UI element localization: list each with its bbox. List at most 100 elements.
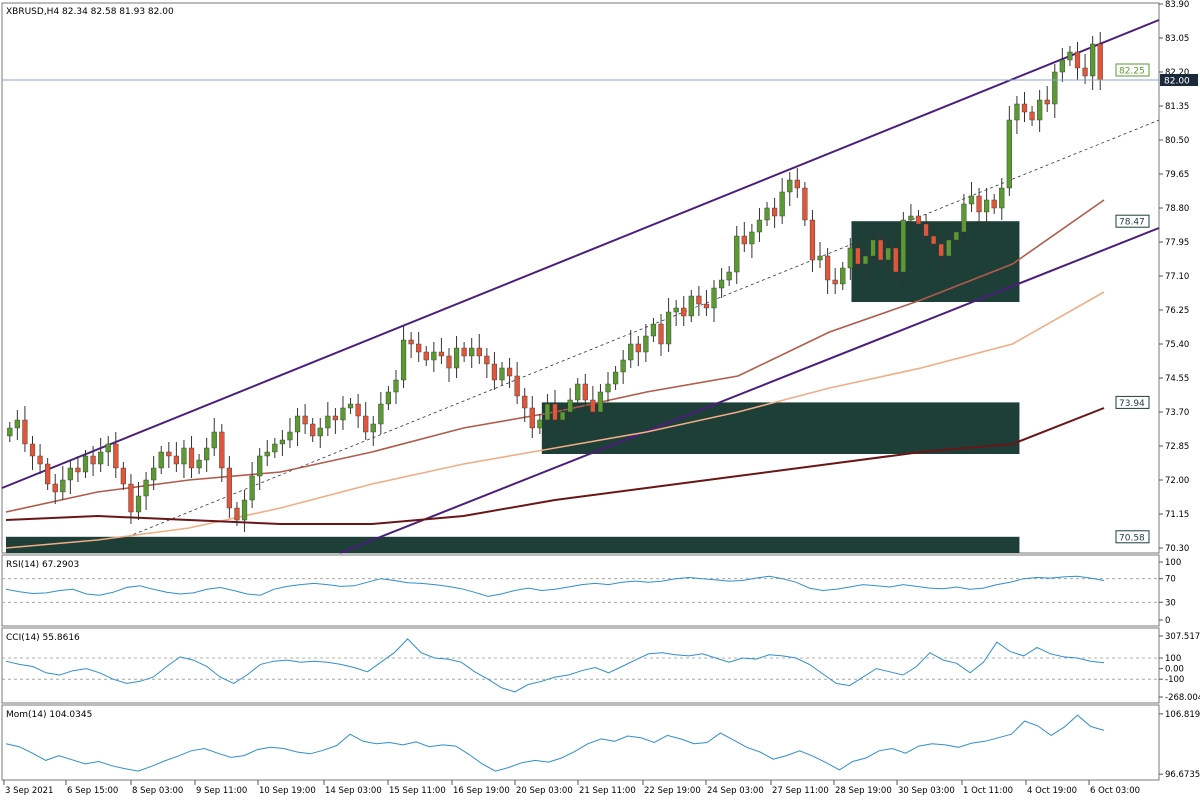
price-tag-box (1115, 530, 1150, 544)
price-tag-box (1115, 63, 1150, 77)
time-tick-label: 16 Sep 19:00 (453, 786, 510, 796)
rsi-tick-label: 100 (1165, 558, 1181, 568)
candle (29, 436, 36, 470)
mom-line (5, 714, 1105, 772)
candle-body (219, 431, 225, 469)
candle-body (120, 467, 126, 485)
candle (726, 266, 732, 286)
candle (7, 422, 13, 442)
candle (862, 248, 869, 278)
candle-body (802, 187, 808, 221)
candle-body (37, 455, 43, 465)
candle (840, 262, 846, 290)
price-tick-label: 83.90 (1165, 0, 1189, 10)
candle-body (272, 443, 278, 453)
price-tick-label: 82.20 (1165, 68, 1189, 78)
candle (438, 338, 445, 364)
candle-body (453, 347, 460, 369)
candle-body (878, 239, 884, 261)
candle-body (234, 507, 240, 521)
candle (575, 378, 581, 406)
candles (7, 32, 1103, 532)
candle (1067, 46, 1073, 66)
candle-body (923, 223, 929, 237)
channel-lower-line (339, 227, 1160, 554)
candle-body (1014, 103, 1020, 121)
candle-body (696, 295, 702, 305)
candle-body (60, 479, 66, 493)
candle (476, 334, 482, 364)
candle (1052, 64, 1058, 118)
candle (181, 440, 187, 478)
candle-body (658, 323, 664, 345)
candle-body (211, 431, 217, 449)
candle (711, 280, 717, 322)
candle-body (628, 343, 634, 361)
candle-body (461, 347, 467, 357)
candle (559, 404, 566, 434)
candle-body (825, 255, 831, 281)
cci-tick-label: 0.00 (1165, 665, 1184, 675)
candle-body (688, 295, 694, 317)
price-tag-label: 73.94 (1119, 399, 1145, 409)
support-zone-3 (6, 536, 1020, 553)
candle (688, 290, 694, 322)
candle (491, 352, 498, 390)
candle-body (1082, 67, 1088, 77)
candle-body (756, 219, 763, 233)
candle-body (279, 439, 285, 445)
candle-body (1021, 103, 1028, 113)
time-tick-label: 4 Oct 19:00 (1027, 786, 1077, 796)
price-tag-box (1115, 395, 1150, 409)
candle (817, 242, 823, 268)
price-tick-label: 75.40 (1165, 340, 1189, 350)
candle-body (484, 355, 490, 365)
candle (809, 210, 816, 272)
candle (128, 474, 134, 524)
candle (718, 268, 725, 298)
candle (605, 372, 611, 402)
candle (582, 374, 588, 412)
candle-body (1044, 99, 1050, 105)
candle-body (984, 199, 990, 213)
time-tick-label: 27 Sep 11:00 (772, 786, 829, 796)
candle-body (173, 455, 179, 465)
candle (461, 342, 467, 362)
time-tick-label: 30 Sep 03:00 (898, 786, 955, 796)
candle-body (52, 483, 58, 493)
candle-body (567, 399, 573, 413)
price-tick-label: 76.25 (1165, 306, 1189, 316)
time-tick-label: 15 Sep 11:00 (389, 786, 446, 796)
price-tag-label: 70.58 (1119, 533, 1145, 543)
candle (340, 396, 346, 430)
candle (1014, 96, 1020, 134)
candle (567, 388, 573, 422)
candle-body (817, 255, 823, 261)
candle (204, 438, 210, 472)
candle (522, 388, 528, 422)
candle-body (14, 419, 20, 429)
candle-body (976, 195, 982, 213)
candle-body (643, 335, 649, 353)
candle (1059, 48, 1065, 82)
candle-body (98, 451, 104, 465)
candle-body (915, 215, 922, 225)
candle (1090, 36, 1096, 90)
candle (120, 462, 126, 490)
candle-body (650, 323, 657, 337)
candle-body (340, 407, 346, 421)
price-tick-label: 74.55 (1165, 374, 1189, 384)
candle-body (310, 423, 316, 437)
cci-line (5, 638, 1105, 693)
candle-body (143, 479, 149, 497)
candle-body (522, 395, 528, 409)
candle-body (870, 239, 876, 257)
candle (75, 456, 81, 482)
candle (635, 336, 641, 366)
candle-body (953, 231, 959, 241)
candle (900, 212, 906, 286)
candle (294, 408, 301, 446)
price-tick-label: 73.70 (1165, 408, 1189, 418)
candle (665, 298, 672, 352)
